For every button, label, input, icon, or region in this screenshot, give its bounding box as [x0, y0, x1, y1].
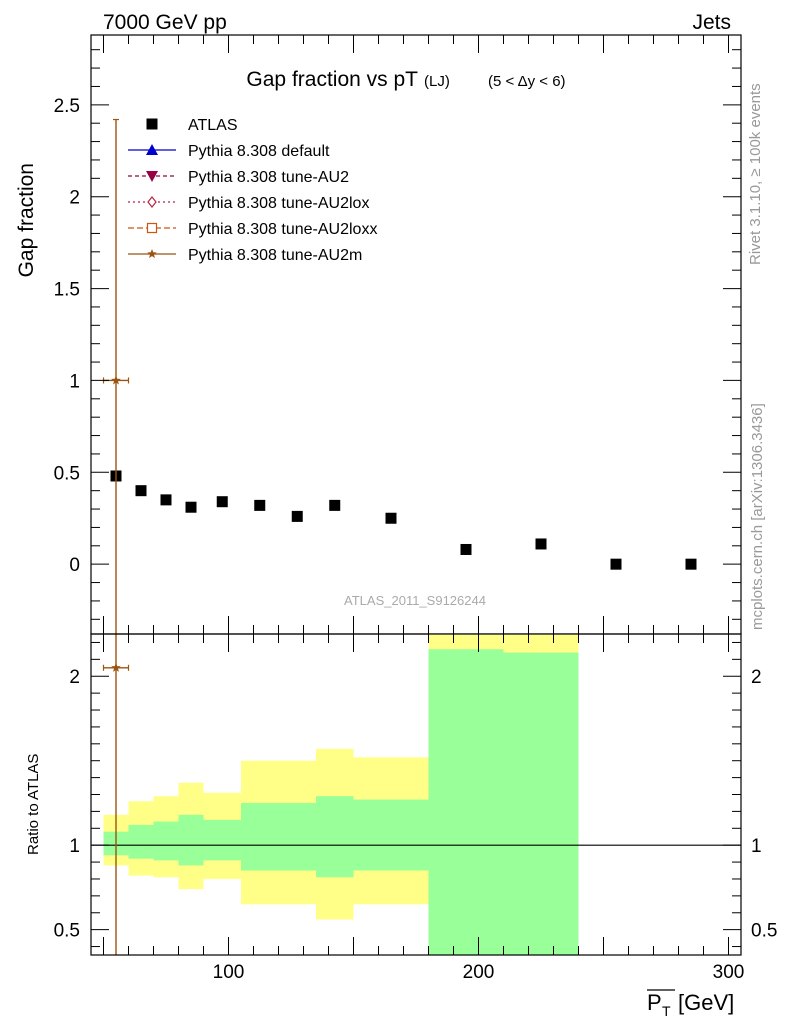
main-title: Gap fraction vs pT [246, 68, 418, 91]
mc-point [111, 375, 121, 385]
ratio-ytick-label-right: 1 [751, 836, 762, 857]
atlas-point [160, 494, 172, 506]
legend-item: Pythia 8.308 default [128, 143, 330, 160]
atlas-point [685, 558, 697, 570]
ratio-ylabel: Ratio to ATLAS [25, 754, 42, 855]
green-band-4 [203, 819, 241, 861]
legend-item: ATLAS [146, 117, 238, 134]
ratio-panel: 0.5 0.5 1 1 2 2 100 200 300 Ratio to ATLAS P T [… [25, 633, 777, 1019]
header-process: Jets [692, 11, 731, 34]
green-band-8 [353, 799, 429, 871]
legend-marker [146, 171, 158, 182]
legend-item: Pythia 8.308 tune-AU2 [128, 169, 349, 186]
legend-item: Pythia 8.308 tune-AU2m [128, 247, 362, 264]
ratio-xtick-label: 100 [213, 962, 245, 983]
legend-label: ATLAS [188, 117, 238, 134]
header-energy: 7000 GeV pp [103, 11, 227, 34]
legend-marker [147, 196, 157, 208]
atlas-point [460, 543, 472, 555]
atlas-point [135, 485, 147, 497]
x-axis-label: P T [GeV] [647, 989, 734, 1019]
atlas-point [185, 501, 197, 513]
atlas-point [254, 499, 266, 511]
main-ytick-label: 1.5 [54, 280, 80, 301]
green-band-5 [241, 802, 279, 871]
ratio-xtick-label: 200 [463, 962, 495, 983]
green-band-2 [153, 821, 179, 861]
ratio-ytick-label: 1 [69, 836, 80, 857]
legend-label: Pythia 8.308 tune-AU2 [188, 169, 349, 186]
green-band-10 [503, 652, 579, 955]
legend-label: Pythia 8.308 tune-AU2m [188, 247, 362, 264]
main-panel: 0 0.5 1 1.5 2 2.5 Gap fraction vs pT (LJ) (5 … [15, 34, 742, 635]
main-ylabel: Gap fraction [15, 163, 38, 277]
legend-item: Pythia 8.308 tune-AU2lox [128, 195, 369, 212]
ratio-bands [103, 634, 579, 955]
legend: ATLAS Pythia 8.308 default Pythia 8.308 tu… [128, 117, 377, 264]
x-label-sub: T [662, 1003, 671, 1019]
main-ytick-label: 1 [69, 371, 80, 392]
legend-label: Pythia 8.308 tune-AU2lox [188, 195, 369, 212]
atlas-point [329, 499, 341, 511]
atlas-point [535, 538, 547, 550]
green-band-9 [428, 649, 504, 955]
green-band-3 [178, 814, 204, 866]
legend-marker [147, 249, 157, 259]
main-ytick-label: 0.5 [54, 463, 80, 484]
watermark: ATLAS_2011_S9126244 [344, 593, 486, 608]
green-band-1 [128, 824, 154, 859]
main-title-range: (5 < Δy < 6) [488, 73, 566, 90]
legend-marker [146, 144, 158, 155]
atlas-point [385, 512, 397, 524]
main-title-sub: (LJ) [424, 73, 450, 90]
x-label-main: P [647, 990, 662, 1015]
legend-marker [146, 222, 158, 234]
ratio-xtick-label: 300 [713, 962, 745, 983]
atlas-point [610, 558, 622, 570]
ratio-ytick-label: 0.5 [54, 921, 80, 942]
atlas-point [291, 510, 303, 522]
mcplots-label: mcplots.cern.ch [arXiv:1306.3436] [749, 403, 766, 630]
green-band-7 [316, 796, 354, 878]
ratio-ytick-label-right: 2 [751, 667, 762, 688]
ratio-ytick-label-right: 0.5 [751, 921, 777, 942]
atlas-point [216, 496, 228, 508]
green-band-6 [278, 802, 316, 871]
legend-label: Pythia 8.308 default [188, 143, 330, 160]
ratio-ytick-label: 2 [69, 667, 80, 688]
x-label-unit: [GeV] [678, 990, 734, 1015]
ratio-mc-point [111, 662, 121, 672]
main-ytick-label: 2.5 [54, 96, 80, 117]
main-ytick-label: 2 [69, 188, 80, 209]
legend-label: Pythia 8.308 tune-AU2loxx [188, 221, 377, 238]
main-ytick-label: 0 [69, 555, 80, 576]
legend-item: Pythia 8.308 tune-AU2loxx [128, 221, 377, 238]
legend-marker [146, 118, 158, 130]
rivet-label: Rivet 3.1.10, ≥ 100k events [747, 83, 764, 265]
